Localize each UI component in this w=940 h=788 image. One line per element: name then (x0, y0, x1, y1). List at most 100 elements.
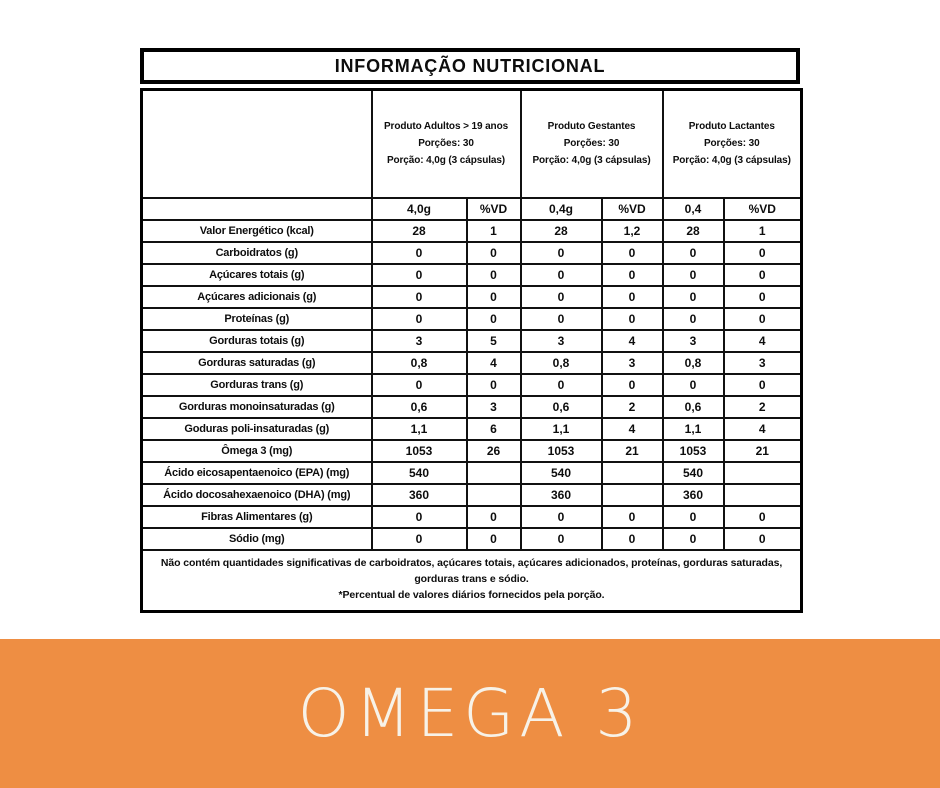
subheader-cell: 0,4g (519, 196, 603, 221)
nutrient-label: Gorduras totais (g) (140, 328, 373, 353)
nutrient-value: 540 (661, 460, 725, 485)
nutrient-value: 0 (370, 372, 468, 397)
nutrient-value: 28 (661, 218, 725, 243)
nutrient-value: 4 (722, 416, 803, 441)
nutrient-label: Valor Energético (kcal) (140, 218, 373, 243)
nutrient-value: 0 (661, 262, 725, 287)
footnote-row: Não contém quantidades significativas de… (140, 548, 803, 612)
nutrient-value: 0 (519, 526, 603, 551)
nutrient-value: 0 (722, 240, 803, 265)
nutrient-value: 0 (600, 372, 664, 397)
nutrient-value: 0,8 (661, 350, 725, 375)
nutrient-value: 0,8 (370, 350, 468, 375)
nutrient-value: 0 (661, 306, 725, 331)
nutrient-value: 0 (370, 240, 468, 265)
nutrient-value: 1,1 (661, 416, 725, 441)
nutrient-value: 0 (600, 526, 664, 551)
nutrient-value: 1,1 (519, 416, 603, 441)
nutrient-label: Goduras poli-insaturadas (g) (140, 416, 373, 441)
nutrient-value: 2 (722, 394, 803, 419)
nutrient-value: 0 (370, 262, 468, 287)
nutrient-value: 0 (722, 372, 803, 397)
nutrient-label: Açúcares adicionais (g) (140, 284, 373, 309)
nutrient-row: Ômega 3 (mg) 1053 26 1053 21 1053 21 (140, 438, 803, 463)
nutrient-value: 0 (722, 526, 803, 551)
nutrient-label: Fibras Alimentares (g) (140, 504, 373, 529)
nutrient-row: Gorduras monoinsaturadas (g) 0,6 3 0,6 2 0,6 2 (140, 394, 803, 419)
nutrient-value: 0 (519, 306, 603, 331)
nutrient-row: Carboidratos (g) 0 0 0 0 0 0 (140, 240, 803, 265)
nutrient-row: Gorduras saturadas (g) 0,8 4 0,8 3 0,8 3 (140, 350, 803, 375)
subheader-cell: %VD (722, 196, 803, 221)
nutrient-value: 0 (600, 284, 664, 309)
table-title-box: INFORMAÇÃO NUTRICIONAL (140, 48, 800, 84)
nutrient-value: 0,6 (661, 394, 725, 419)
nutrient-value: 0 (661, 372, 725, 397)
product-header-1: Produto Adultos > 19 anos Porções: 30 Porç… (370, 88, 522, 199)
nutrient-value: 0 (519, 372, 603, 397)
nutrient-value: 3 (600, 350, 664, 375)
nutrient-label: Gorduras trans (g) (140, 372, 373, 397)
product-header-row: Produto Adultos > 19 anos Porções: 30 Porç… (140, 88, 803, 199)
nutrient-value: 6 (465, 416, 522, 441)
nutrient-value: 0 (600, 504, 664, 529)
nutrient-label: Gorduras monoinsaturadas (g) (140, 394, 373, 419)
nutrient-value: 3 (465, 394, 522, 419)
nutrient-value: 3 (722, 350, 803, 375)
nutrient-value: 0 (519, 262, 603, 287)
nutrient-row: Valor Energético (kcal) 28 1 28 1,2 28 1 (140, 218, 803, 243)
nutrient-label: Açúcares totais (g) (140, 262, 373, 287)
footnote-text: Não contém quantidades significativas de… (160, 557, 783, 586)
nutrient-value (600, 460, 664, 485)
nutrient-value: 4 (722, 328, 803, 353)
nutrient-value: 21 (722, 438, 803, 463)
nutrient-value: 360 (661, 482, 725, 507)
product-servings: Porções: 30 (703, 138, 760, 150)
nutrient-value: 0,6 (519, 394, 603, 419)
subheader-empty-cell (140, 196, 373, 221)
nutrient-value: 540 (519, 460, 603, 485)
nutrient-value: 0 (661, 526, 725, 551)
nutrient-value: 0 (465, 372, 522, 397)
nutrient-row: Ácido docosahexaenoico (DHA) (mg) 360 360 3… (140, 482, 803, 507)
footnote-cell: Não contém quantidades significativas de… (140, 548, 803, 612)
subheader-cell: 0,4 (661, 196, 725, 221)
nutrient-value: 5 (465, 328, 522, 353)
nutrient-value: 360 (519, 482, 603, 507)
nutrient-value: 0 (722, 504, 803, 529)
nutrient-row: Proteínas (g) 0 0 0 0 0 0 (140, 306, 803, 331)
nutrient-value: 0 (465, 526, 522, 551)
nutrient-value: 0 (465, 262, 522, 287)
subheader-cell: %VD (600, 196, 664, 221)
nutrient-value: 1,2 (600, 218, 664, 243)
amount-header-row: 4,0g %VD 0,4g %VD 0,4 %VD (140, 196, 803, 221)
nutrient-value: 0 (370, 284, 468, 309)
nutrient-value: 4 (465, 350, 522, 375)
nutrient-value: 360 (370, 482, 468, 507)
nutrient-value: 0 (370, 306, 468, 331)
nutrient-value: 0 (519, 504, 603, 529)
nutrient-value: 0,6 (370, 394, 468, 419)
product-servings: Porções: 30 (418, 138, 474, 150)
nutrient-value: 1053 (370, 438, 468, 463)
nutrient-value: 0 (661, 504, 725, 529)
product-name: Produto Lactantes (688, 121, 775, 133)
nutrient-value: 0 (600, 306, 664, 331)
nutrient-value: 3 (519, 328, 603, 353)
nutrient-value: 4 (600, 328, 664, 353)
nutrition-table: Produto Adultos > 19 anos Porções: 30 Porç… (140, 88, 804, 613)
nutrient-value: 0 (370, 504, 468, 529)
nutrient-value: 1 (465, 218, 522, 243)
product-header-3: Produto Lactantes Porções: 30 Porção: 4,0g… (661, 88, 803, 199)
nutrient-value: 0 (370, 526, 468, 551)
nutrient-value: 0 (465, 284, 522, 309)
nutrient-value: 28 (519, 218, 603, 243)
nutrient-value: 0 (661, 240, 725, 265)
nutrient-value: 0 (661, 284, 725, 309)
product-serving-size: Porção: 4,0g (3 cápsulas) (386, 155, 506, 167)
nutrient-row: Sódio (mg) 0 0 0 0 0 0 (140, 526, 803, 551)
nutrient-value: 0 (722, 306, 803, 331)
nutrient-row: Goduras poli-insaturadas (g) 1,1 6 1,1 4 1,1 4 (140, 416, 803, 441)
nutrient-value: 0 (465, 240, 522, 265)
